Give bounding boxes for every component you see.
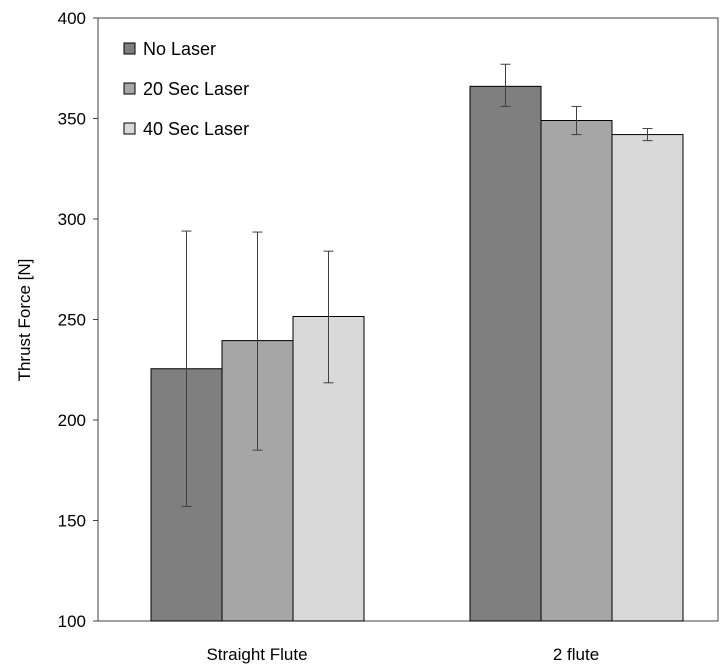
y-tick-label: 150 [58, 512, 86, 531]
legend-swatch [123, 122, 136, 135]
y-tick-label: 250 [58, 311, 86, 330]
error-bar [252, 231, 263, 451]
bar-no-laser-1 [469, 85, 542, 622]
y-tick-label: 400 [58, 9, 86, 28]
bars-group [150, 85, 684, 622]
legend: No Laser 20 Sec Laser 40 Sec Laser [123, 39, 249, 139]
error-bar [642, 128, 653, 142]
y-tick-label: 300 [58, 210, 86, 229]
y-tick-label: 200 [58, 411, 86, 430]
error-bar [181, 230, 192, 507]
y-tick-label: 350 [58, 110, 86, 129]
legend-label: No Laser [143, 39, 216, 59]
error-bars-group [181, 63, 653, 507]
x-axis-categories: Straight Flute 2 flute [206, 645, 599, 664]
legend-label: 20 Sec Laser [143, 79, 249, 99]
legend-label: 40 Sec Laser [143, 119, 249, 139]
bar-40-sec-laser-1 [611, 134, 684, 622]
y-axis-title: Thrust Force [N] [15, 259, 34, 382]
error-bar [571, 105, 582, 136]
legend-swatch [123, 82, 136, 95]
error-bar [323, 250, 334, 384]
x-category-label: 2 flute [553, 645, 599, 664]
y-tick-label: 100 [58, 612, 86, 631]
x-category-label: Straight Flute [206, 645, 307, 664]
y-axis: 100 150 200 250 300 350 400 [58, 9, 98, 631]
error-bar [500, 63, 511, 107]
legend-swatch [123, 42, 136, 55]
bar-20-sec-laser-1 [540, 120, 613, 622]
